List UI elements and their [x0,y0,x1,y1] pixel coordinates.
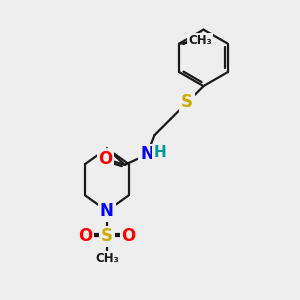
Text: O: O [98,150,112,168]
Text: S: S [101,227,113,245]
Text: H: H [153,146,166,160]
Text: N: N [100,202,114,220]
Text: O: O [121,227,135,245]
Text: CH₃: CH₃ [188,34,212,47]
Text: N: N [140,146,154,164]
Text: CH₃: CH₃ [95,252,119,265]
Text: S: S [181,93,193,111]
Text: O: O [78,227,93,245]
